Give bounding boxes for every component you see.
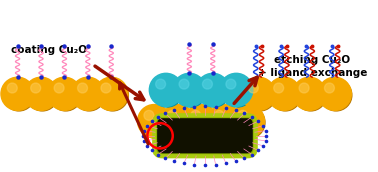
Circle shape — [3, 79, 35, 111]
FancyBboxPatch shape — [154, 115, 256, 156]
Circle shape — [144, 110, 154, 120]
Circle shape — [184, 105, 218, 138]
Circle shape — [101, 83, 111, 93]
Circle shape — [7, 83, 17, 93]
Circle shape — [270, 79, 301, 111]
Circle shape — [48, 77, 81, 110]
Circle shape — [94, 77, 128, 110]
Circle shape — [97, 79, 129, 111]
Text: etching Cu₂O
+ ligand exchange: etching Cu₂O + ligand exchange — [258, 55, 367, 78]
Circle shape — [222, 76, 253, 107]
Circle shape — [293, 77, 326, 110]
Circle shape — [198, 76, 230, 107]
Circle shape — [191, 110, 201, 120]
Circle shape — [208, 105, 241, 138]
Circle shape — [214, 110, 224, 120]
Circle shape — [138, 105, 171, 138]
Circle shape — [161, 105, 194, 138]
Circle shape — [226, 79, 236, 89]
Circle shape — [248, 83, 258, 93]
Circle shape — [187, 107, 218, 138]
Circle shape — [149, 73, 183, 106]
Circle shape — [140, 107, 171, 138]
Circle shape — [173, 73, 206, 106]
Circle shape — [167, 110, 177, 120]
Circle shape — [231, 105, 265, 138]
FancyBboxPatch shape — [157, 118, 253, 153]
Circle shape — [77, 83, 87, 93]
Circle shape — [196, 73, 229, 106]
Circle shape — [242, 77, 275, 110]
Circle shape — [54, 83, 64, 93]
Circle shape — [295, 79, 327, 111]
Circle shape — [179, 79, 189, 89]
Circle shape — [234, 107, 265, 138]
Circle shape — [71, 77, 104, 110]
Circle shape — [175, 76, 206, 107]
Circle shape — [210, 107, 242, 138]
Circle shape — [238, 110, 248, 120]
Circle shape — [318, 77, 351, 110]
Circle shape — [50, 79, 82, 111]
Circle shape — [320, 79, 352, 111]
Circle shape — [25, 77, 57, 110]
Circle shape — [244, 79, 276, 111]
Circle shape — [274, 83, 284, 93]
Circle shape — [31, 83, 41, 93]
Circle shape — [26, 79, 58, 111]
Circle shape — [163, 107, 195, 138]
Circle shape — [73, 79, 105, 111]
Circle shape — [1, 77, 34, 110]
Text: coating Cu₂O: coating Cu₂O — [11, 45, 87, 55]
Circle shape — [203, 79, 212, 89]
Circle shape — [220, 73, 253, 106]
Circle shape — [299, 83, 309, 93]
Circle shape — [152, 76, 183, 107]
Circle shape — [156, 79, 166, 89]
Circle shape — [267, 77, 301, 110]
Circle shape — [324, 83, 335, 93]
